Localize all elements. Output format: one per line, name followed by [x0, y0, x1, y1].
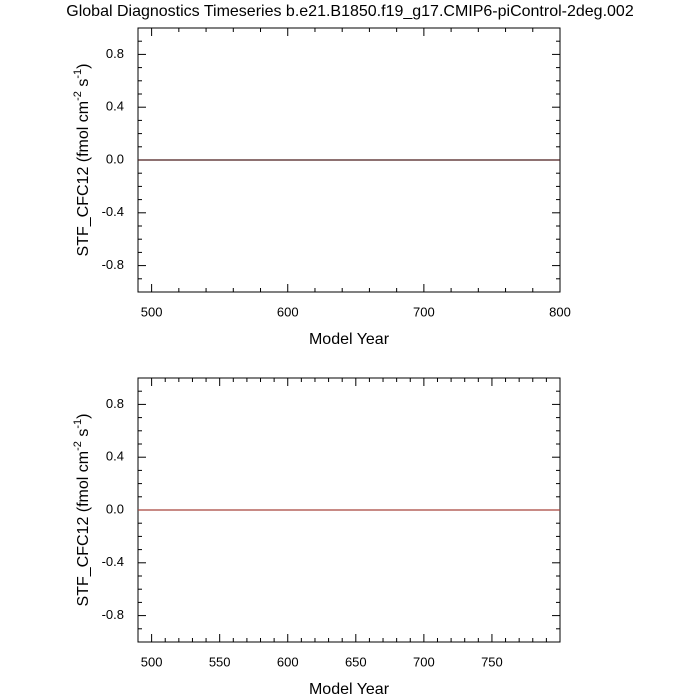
- y-tick-label: 0.4: [106, 449, 124, 464]
- x-tick-label: 650: [345, 654, 367, 669]
- y-axis-label-part: -1: [72, 69, 84, 79]
- y-tick-label: 0.8: [106, 46, 124, 61]
- y-tick-label: -0.8: [102, 607, 124, 622]
- y-tick-label: 0.0: [106, 151, 124, 166]
- y-axis-label: STF_CFC12 (fmol cm-2 s-1): [72, 64, 92, 257]
- y-axis-label-part: STF_CFC12 (fmol cm: [75, 451, 92, 607]
- x-tick-label: 550: [209, 654, 231, 669]
- y-axis-label-part: ): [75, 414, 92, 419]
- y-axis-label-part: -2: [72, 441, 84, 451]
- y-axis-label: STF_CFC12 (fmol cm-2 s-1): [72, 414, 92, 607]
- x-tick-label: 750: [481, 654, 503, 669]
- y-axis-label-part: -2: [72, 91, 84, 101]
- x-tick-label: 500: [141, 654, 163, 669]
- x-axis-label: Model Year: [309, 331, 390, 348]
- y-tick-label: 0.0: [106, 501, 124, 516]
- y-axis-label-part: STF_CFC12 (fmol cm: [75, 101, 92, 257]
- y-axis-label-part: ): [75, 64, 92, 69]
- y-axis-label-part: -1: [72, 419, 84, 429]
- y-axis-label-part: s: [75, 79, 92, 91]
- x-tick-label: 700: [413, 654, 435, 669]
- y-tick-label: 0.8: [106, 396, 124, 411]
- y-tick-label: -0.8: [102, 257, 124, 272]
- x-tick-label: 500: [141, 304, 163, 319]
- chart-title: Global Diagnostics Timeseries b.e21.B185…: [66, 3, 634, 20]
- x-tick-label: 800: [549, 304, 571, 319]
- x-tick-label: 700: [413, 304, 435, 319]
- y-tick-label: -0.4: [102, 554, 124, 569]
- y-axis-label-part: s: [75, 429, 92, 441]
- x-axis-label: Model Year: [309, 681, 390, 698]
- y-tick-label: 0.4: [106, 99, 124, 114]
- y-tick-label: -0.4: [102, 204, 124, 219]
- x-tick-label: 600: [277, 654, 299, 669]
- x-tick-label: 600: [277, 304, 299, 319]
